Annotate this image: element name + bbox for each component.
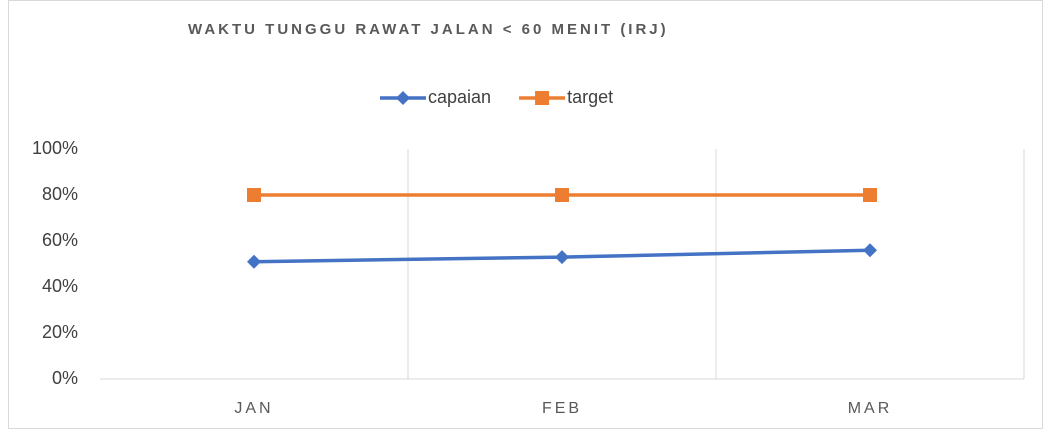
x-tick-label: MAR [848, 400, 893, 417]
chart-border [8, 0, 1043, 429]
y-tick-label: 80% [42, 184, 78, 204]
legend-marker [535, 91, 550, 105]
y-tick-label: 0% [52, 368, 78, 388]
x-tick-label: FEB [542, 400, 582, 417]
data-point [247, 188, 261, 202]
y-tick-label: 20% [42, 322, 78, 342]
legend-marker [396, 91, 410, 105]
data-point [555, 188, 569, 202]
chart-title: WAKTU TUNGGU RAWAT JALAN < 60 MENIT (IRJ… [188, 21, 669, 38]
legend-label: target [567, 87, 613, 107]
data-point [555, 250, 569, 265]
data-point [863, 243, 877, 258]
x-tick-label: JAN [234, 400, 273, 417]
data-point [863, 188, 877, 202]
y-tick-label: 60% [42, 230, 78, 250]
y-tick-label: 40% [42, 276, 78, 296]
data-point [247, 254, 261, 269]
legend-label: capaian [428, 87, 491, 107]
y-tick-label: 100% [32, 138, 78, 158]
